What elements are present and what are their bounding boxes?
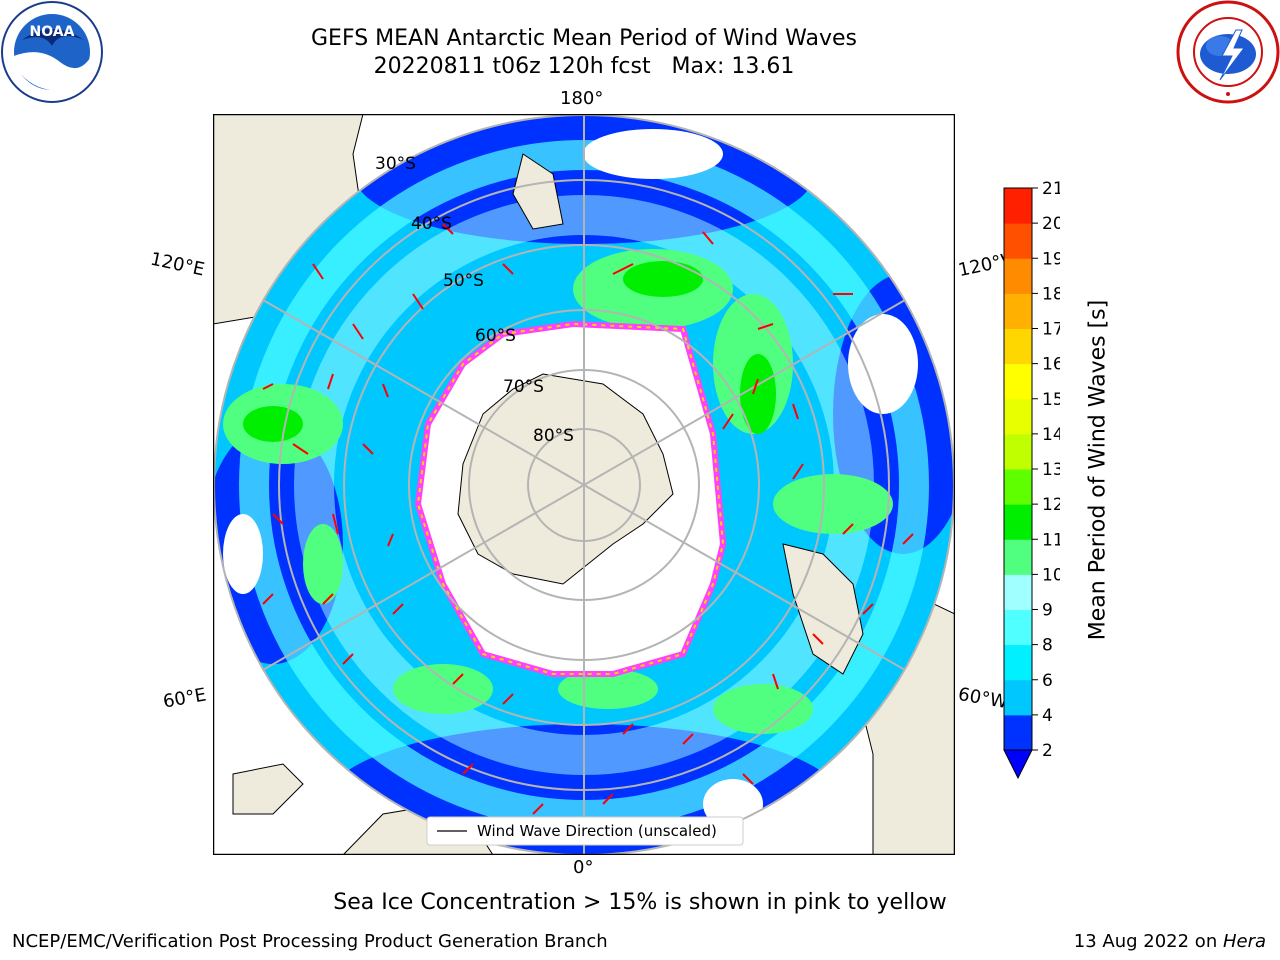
- colorbar-tick-label: 12: [1042, 495, 1060, 515]
- colorbar-segment: [1004, 363, 1032, 400]
- lon-label-120e: 120°E: [148, 248, 207, 281]
- lat-label-60s: 60°S: [475, 326, 516, 346]
- colorbar-tick-label: 6: [1042, 671, 1053, 691]
- colorbar-segment: [1004, 188, 1032, 224]
- wind-arrows: [262, 223, 914, 815]
- colorbar-tick-label: 10: [1042, 565, 1060, 585]
- colorbar-segment: [1004, 714, 1032, 751]
- lon-label-60e: 60°E: [161, 684, 208, 713]
- colorbar-tick-label: 17: [1042, 320, 1060, 340]
- map-legend: Wind Wave Direction (unscaled): [426, 816, 744, 846]
- footer-date: 13 Aug 2022 on Hera: [1074, 931, 1266, 952]
- colorbar-segment: [1004, 258, 1032, 294]
- colorbar-segment: [1004, 398, 1032, 435]
- colorbar-segment: [1004, 504, 1032, 540]
- lat-label-40s: 40°S: [411, 214, 452, 234]
- colorbar-tick-label: 11: [1042, 530, 1060, 550]
- colorbar-tick-label: 16: [1042, 355, 1060, 375]
- colorbar-tick-label: 8: [1042, 636, 1053, 656]
- colorbar-segment: [1004, 469, 1032, 505]
- lat-label-80s: 80°S: [533, 426, 574, 446]
- colorbar-segment: [1004, 609, 1032, 646]
- sea-ice-note: Sea Ice Concentration > 15% is shown in …: [333, 890, 947, 915]
- colorbar: 2 4 6 8 9 10 11 12 13 14 15 16 17 18 19 20 21: [1003, 180, 1060, 780]
- chart-subtitle: 20220811 t06z 120h fcst Max: 13.61: [373, 54, 795, 79]
- colorbar-segment: [1004, 539, 1032, 575]
- colorbar-tick-label: 2: [1042, 741, 1053, 761]
- colorbar-tick-label: 21: [1042, 180, 1060, 199]
- footer-credit: NCEP/EMC/Verification Post Processing Pr…: [12, 931, 608, 952]
- colorbar-segment: [1004, 644, 1032, 681]
- landmass-madagascar: [232, 763, 304, 815]
- colorbar-tick-label: 4: [1042, 706, 1053, 726]
- colorbar-segment: [1004, 223, 1032, 259]
- footer-date-text: 13 Aug 2022 on: [1073, 931, 1223, 952]
- colorbar-segment: [1004, 433, 1032, 470]
- colorbar-underflow: [1003, 749, 1033, 780]
- legend-label: Wind Wave Direction (unscaled): [477, 822, 717, 840]
- colorbar-segment: [1004, 679, 1032, 716]
- colorbar-tick-label: 19: [1042, 249, 1060, 269]
- lon-label-180: 180°: [560, 88, 604, 109]
- lon-label-0: 0°: [573, 857, 594, 878]
- chart-title: GEFS MEAN Antarctic Mean Period of Wind …: [311, 26, 857, 51]
- colorbar-tick-label: 20: [1042, 214, 1060, 234]
- colorbar-tick-label: 13: [1042, 460, 1060, 480]
- footer-machine: Hera: [1222, 931, 1266, 952]
- colorbar-segment: [1004, 293, 1032, 329]
- colorbar-tick-label: 15: [1042, 390, 1060, 410]
- lat-label-70s: 70°S: [503, 377, 544, 397]
- lat-label-50s: 50°S: [443, 271, 484, 291]
- colorbar-tick-label: 9: [1042, 601, 1053, 621]
- landmass-antarctica: [457, 373, 674, 585]
- colorbar-tick-label: 18: [1042, 284, 1060, 304]
- colorbar-tick-label: 14: [1042, 425, 1060, 445]
- noaa-logo: NOAA: [1, 1, 103, 103]
- nws-logo: [1176, 0, 1280, 104]
- colorbar-segment: [1004, 328, 1032, 365]
- svg-text:NOAA: NOAA: [30, 24, 75, 40]
- polar-map: Wind Wave Direction (unscaled) 30°S 40°S…: [213, 114, 955, 855]
- colorbar-segment: [1004, 574, 1032, 610]
- lat-label-30s: 30°S: [375, 154, 416, 174]
- colorbar-label: Mean Period of Wind Waves [s]: [1085, 299, 1111, 641]
